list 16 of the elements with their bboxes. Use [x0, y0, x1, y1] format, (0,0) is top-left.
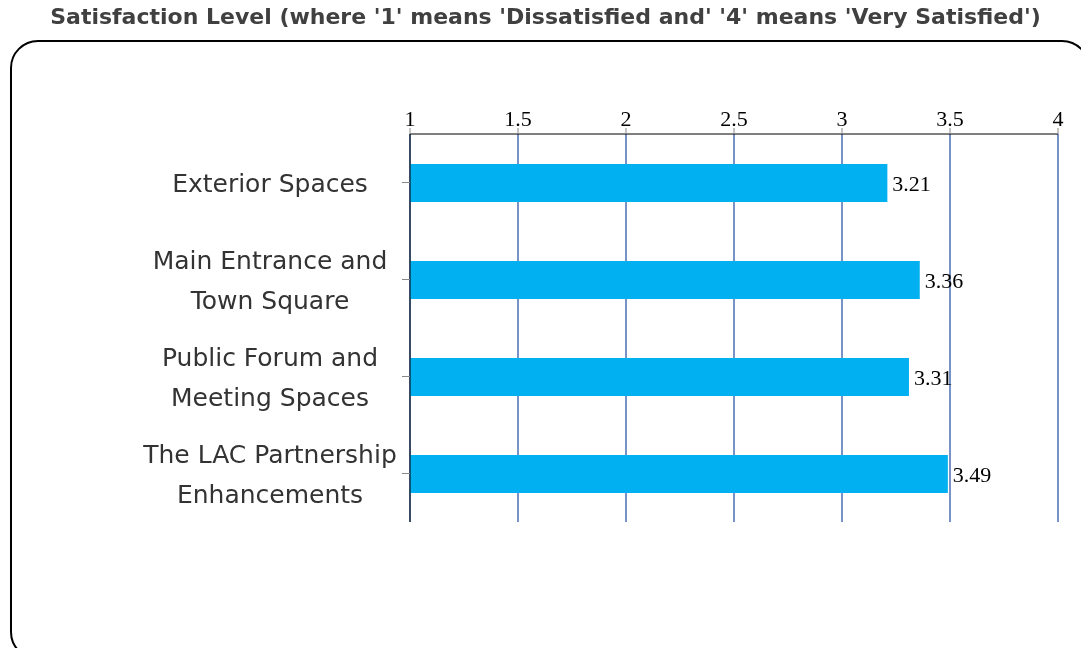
chart-title: Satisfaction Level (where '1' means 'Dissatisfied and' '4' means 'Very Satisfied') [49, 4, 1042, 29]
y-tick-label: Main Entrance and Town Square [152, 245, 388, 314]
x-tick-label: 1.5 [504, 106, 532, 131]
y-tick-label: The LAC Partnership Enhancements [142, 439, 397, 508]
x-tick-label: 3 [836, 106, 848, 131]
y-tick-label: Public Forum and Meeting Spaces [161, 342, 379, 411]
data-label: 3.49 [952, 461, 992, 487]
x-tick-label: 2 [620, 106, 632, 131]
data-label: 3.31 [913, 364, 953, 390]
data-label: 3.36 [924, 267, 964, 293]
data-label: 3.21 [892, 170, 931, 196]
x-tick-label: 1 [404, 106, 416, 131]
x-tick-label: 2.5 [720, 106, 748, 131]
y-tick-label: Exterior Spaces [172, 168, 368, 197]
x-tick-label: 3.5 [936, 106, 964, 131]
x-tick-label: 4 [1052, 106, 1064, 131]
